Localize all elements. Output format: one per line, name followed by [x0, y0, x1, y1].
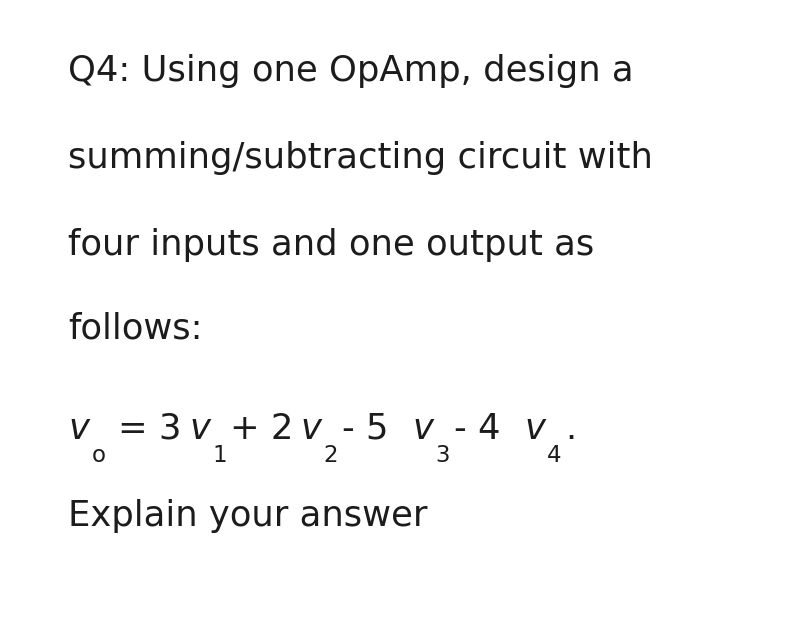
Text: .: . — [565, 412, 576, 445]
Text: 2: 2 — [323, 444, 338, 467]
Text: o: o — [92, 444, 106, 467]
Text: v: v — [190, 412, 210, 445]
Text: v: v — [68, 412, 89, 445]
Text: v: v — [413, 412, 434, 445]
Text: Q4: Using one OpAmp, design a: Q4: Using one OpAmp, design a — [68, 54, 634, 88]
Text: 4: 4 — [546, 444, 561, 467]
Text: follows:: follows: — [68, 312, 202, 346]
Text: v: v — [301, 412, 322, 445]
Text: + 2: + 2 — [230, 412, 294, 445]
Text: - 4: - 4 — [454, 412, 500, 445]
Text: four inputs and one output as: four inputs and one output as — [68, 228, 594, 262]
Text: v: v — [524, 412, 545, 445]
Text: summing/subtracting circuit with: summing/subtracting circuit with — [68, 141, 653, 175]
Text: 3: 3 — [435, 444, 450, 467]
Text: - 5: - 5 — [342, 412, 388, 445]
Text: 1: 1 — [212, 444, 226, 467]
Text: Explain your answer: Explain your answer — [68, 499, 427, 532]
Text: = 3: = 3 — [118, 412, 182, 445]
